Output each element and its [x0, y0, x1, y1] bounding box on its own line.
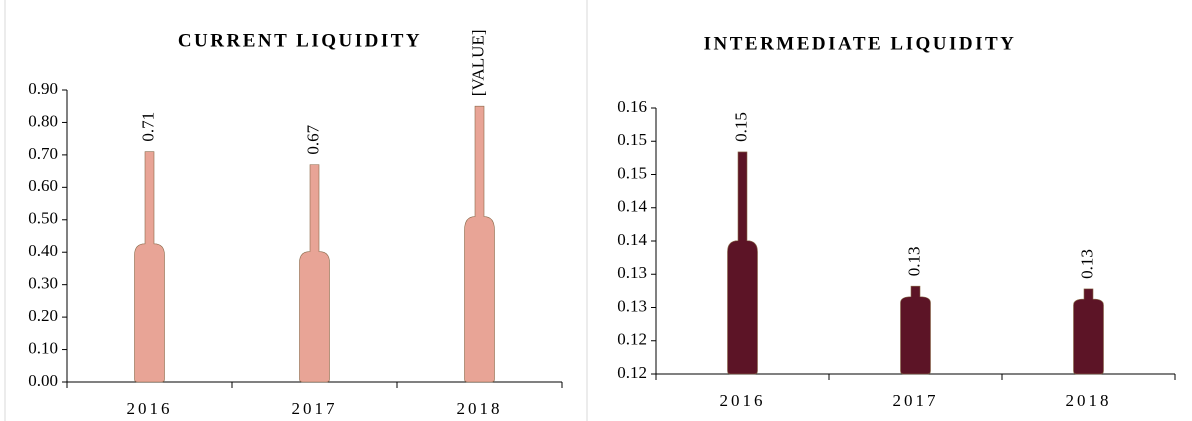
y-tick-label: 0.16	[617, 97, 647, 116]
chart-title: INTERMEDIATE LIQUIDITY	[704, 33, 1017, 54]
data-label: 0.13	[1077, 249, 1096, 279]
y-tick-label: 0.14	[617, 197, 647, 216]
y-tick-label: 0.80	[28, 111, 58, 130]
y-tick-label: 0.13	[617, 296, 647, 315]
y-tick-label: 0.00	[28, 371, 58, 390]
y-tick-label: 0.40	[28, 241, 58, 260]
bar	[900, 285, 931, 375]
x-tick-label: 2017	[292, 399, 338, 418]
y-tick-label: 0.14	[617, 230, 647, 249]
y-tick-label: 0.15	[617, 163, 647, 182]
x-tick-label: 2016	[127, 399, 173, 418]
x-tick-label: 2018	[457, 399, 503, 418]
data-label: [VALUE]	[468, 29, 487, 96]
bar	[299, 164, 330, 383]
data-label: 0.67	[303, 124, 322, 154]
y-tick-label: 0.13	[617, 263, 647, 282]
y-tick-label: 0.60	[28, 176, 58, 195]
bar	[727, 151, 758, 375]
y-tick-label: 0.12	[617, 330, 647, 349]
y-tick-label: 0.30	[28, 274, 58, 293]
bar	[134, 151, 165, 383]
data-label: 0.15	[731, 112, 750, 142]
x-tick-label: 2018	[1066, 391, 1112, 410]
y-tick-label: 0.70	[28, 144, 58, 163]
chart-title: CURRENT LIQUIDITY	[178, 30, 422, 51]
bar	[1073, 288, 1104, 375]
y-tick-label: 0.12	[617, 363, 647, 382]
y-tick-label: 0.90	[28, 79, 58, 98]
y-tick-label: 0.10	[28, 338, 58, 357]
y-tick-label: 0.50	[28, 209, 58, 228]
data-label: 0.13	[904, 246, 923, 276]
x-tick-label: 2016	[720, 391, 766, 410]
y-tick-label: 0.15	[617, 130, 647, 149]
y-tick-label: 0.20	[28, 306, 58, 325]
x-tick-label: 2017	[893, 391, 939, 410]
data-label: 0.71	[138, 112, 157, 142]
bar	[464, 105, 495, 383]
